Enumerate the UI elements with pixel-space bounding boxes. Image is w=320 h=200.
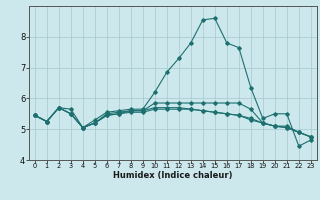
X-axis label: Humidex (Indice chaleur): Humidex (Indice chaleur) bbox=[113, 171, 233, 180]
